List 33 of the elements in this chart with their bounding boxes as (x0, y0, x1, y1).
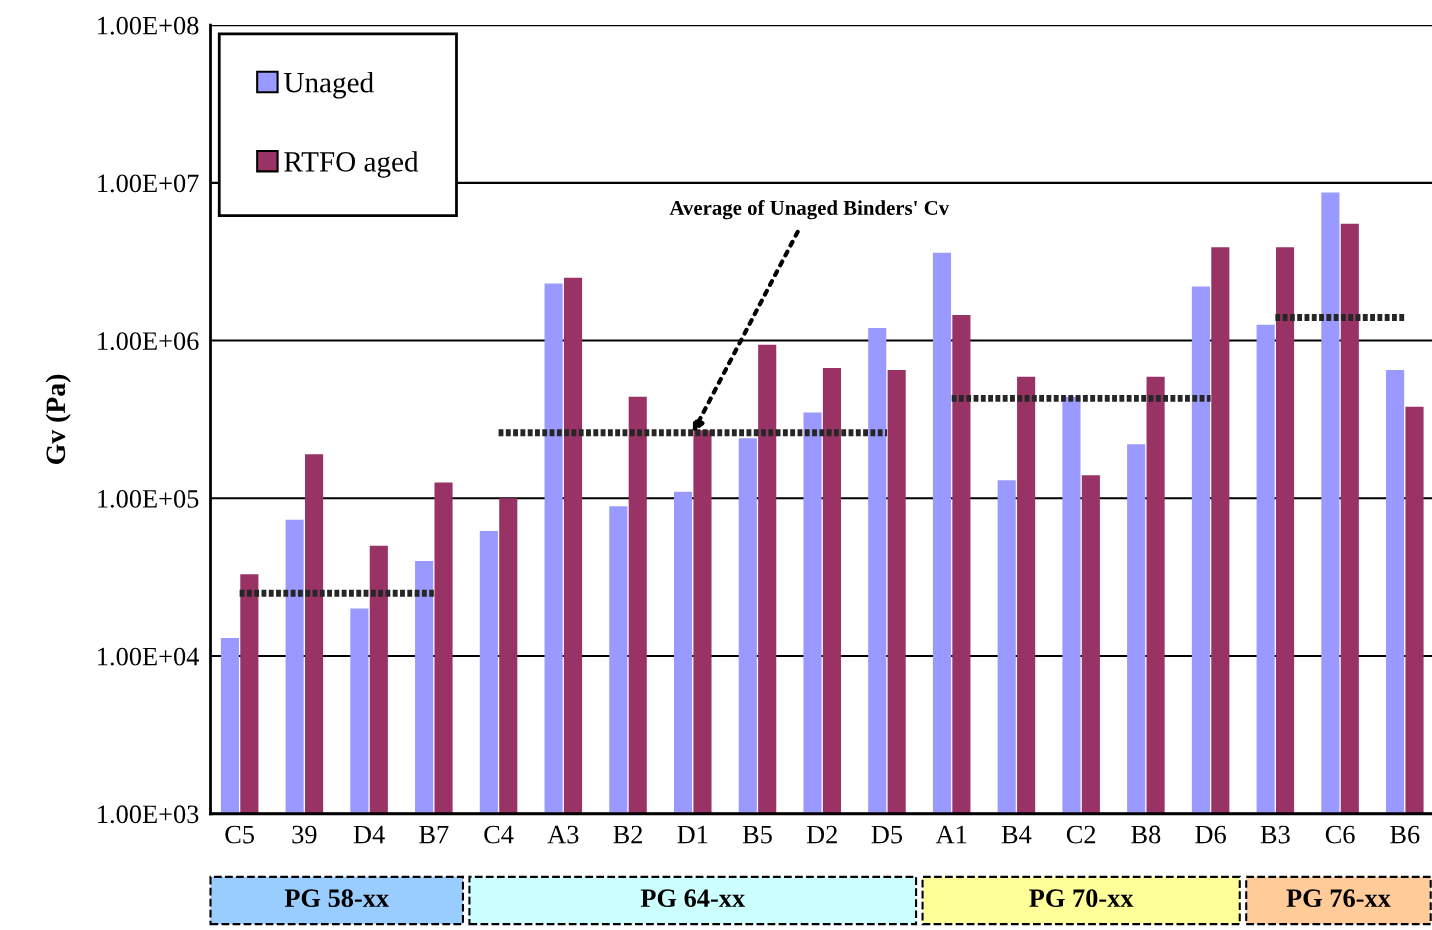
y-tick-label: 1.00E+04 (98, 647, 199, 666)
y-tick-label: 1.00E+06 (98, 332, 199, 351)
x-tick-label: B6 (1390, 825, 1420, 844)
x-tick-label: D6 (1195, 825, 1226, 844)
y-tick-label: 1.00E+05 (98, 489, 199, 508)
x-tick-label: D5 (871, 825, 903, 844)
x-tick-label: D1 (677, 825, 708, 844)
text: PG 70-xx (1029, 889, 1134, 908)
y-axis-title: Gv (Pa) (45, 374, 71, 464)
x-tick-label: B2 (613, 825, 642, 844)
x-tick-label: C2 (1066, 825, 1096, 844)
x-tick-label: B3 (1260, 825, 1290, 844)
x-tick-label: C5 (225, 825, 254, 844)
x-tick-label: B8 (1131, 825, 1161, 844)
y-tick-label: 1.00E+03 (98, 805, 199, 824)
x-tick-label: A3 (547, 825, 579, 844)
text: PG 76-xx (1286, 889, 1391, 908)
x-tick-label: B5 (742, 825, 772, 844)
x-tick-label: D2 (806, 825, 837, 844)
legend-label: Unaged (284, 71, 374, 99)
y-tick-label: 1.00E+08 (98, 16, 199, 35)
x-tick-label: D4 (353, 825, 385, 844)
x-tick-label: A1 (935, 825, 967, 844)
y-tick-label: 1.00E+07 (98, 174, 199, 193)
text: PG 64-xx (640, 889, 746, 908)
text: PG 58-xx (284, 889, 389, 908)
annotation: Average of Unaged Binders' Cv (669, 200, 950, 220)
x-tick-label: C4 (484, 825, 514, 844)
x-tick-label: B4 (1001, 825, 1032, 844)
legend-label: RTFO aged (284, 151, 419, 178)
x-tick-label: 39 (292, 825, 317, 844)
x-tick-label: C6 (1325, 825, 1355, 844)
x-tick-label: B7 (419, 825, 449, 844)
